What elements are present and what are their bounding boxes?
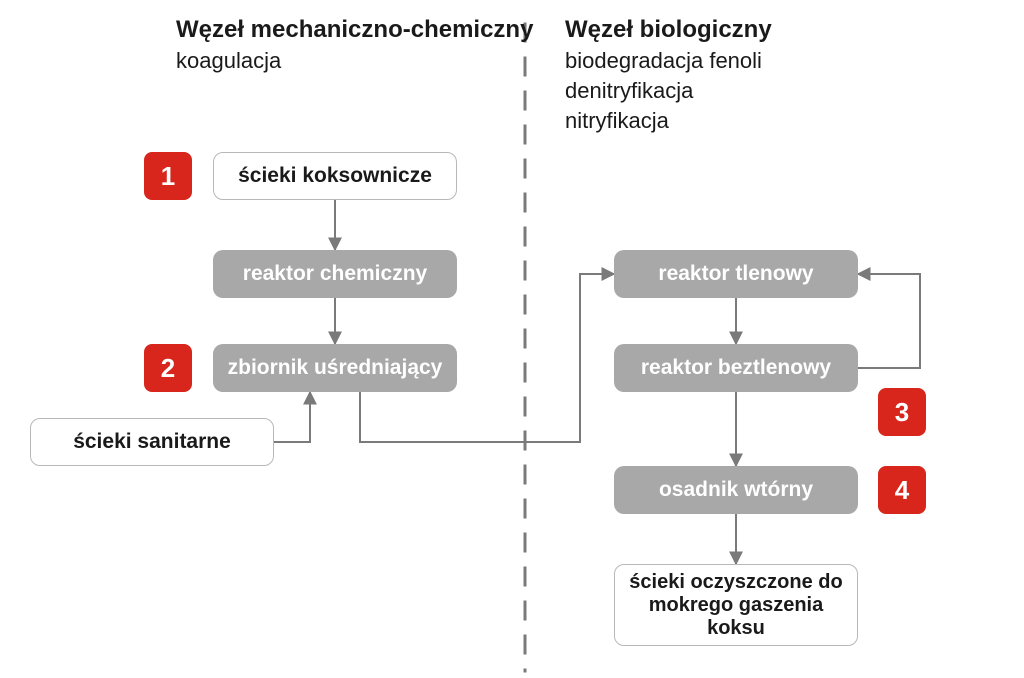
box-osadnik-wtorny: osadnik wtórny (614, 466, 858, 514)
step-badge-1: 1 (144, 152, 192, 200)
box-reaktor-chemiczny: reaktor chemiczny (213, 250, 457, 298)
box-zbiornik-usredniajacy: zbiornik uśredniający (213, 344, 457, 392)
edge-e8 (858, 274, 920, 368)
box-reaktor-beztlenowy: reaktor beztlenowy (614, 344, 858, 392)
header-left-sub-1: koagulacja (176, 48, 281, 74)
box-reaktor-tlenowy: reaktor tlenowy (614, 250, 858, 298)
edge-e3 (274, 392, 310, 442)
connectors-layer (0, 0, 1024, 678)
step-badge-2: 2 (144, 344, 192, 392)
box-scieki-koksownicze: ścieki koksownicze (213, 152, 457, 200)
box-scieki-sanitarne: ścieki sanitarne (30, 418, 274, 466)
header-right-title: Węzeł biologiczny (565, 16, 772, 44)
diagram-canvas: Węzeł mechaniczno-chemiczny koagulacja W… (0, 0, 1024, 678)
header-right-sub-2: denitryfikacja (565, 78, 693, 104)
step-badge-4: 4 (878, 466, 926, 514)
header-left-title: Węzeł mechaniczno-chemiczny (176, 16, 533, 44)
header-right-sub-3: nitryfikacja (565, 108, 669, 134)
step-badge-3: 3 (878, 388, 926, 436)
box-scieki-oczyszczone: ścieki oczyszczone do mokrego gaszenia k… (614, 564, 858, 646)
header-right-sub-1: biodegradacja fenoli (565, 48, 762, 74)
